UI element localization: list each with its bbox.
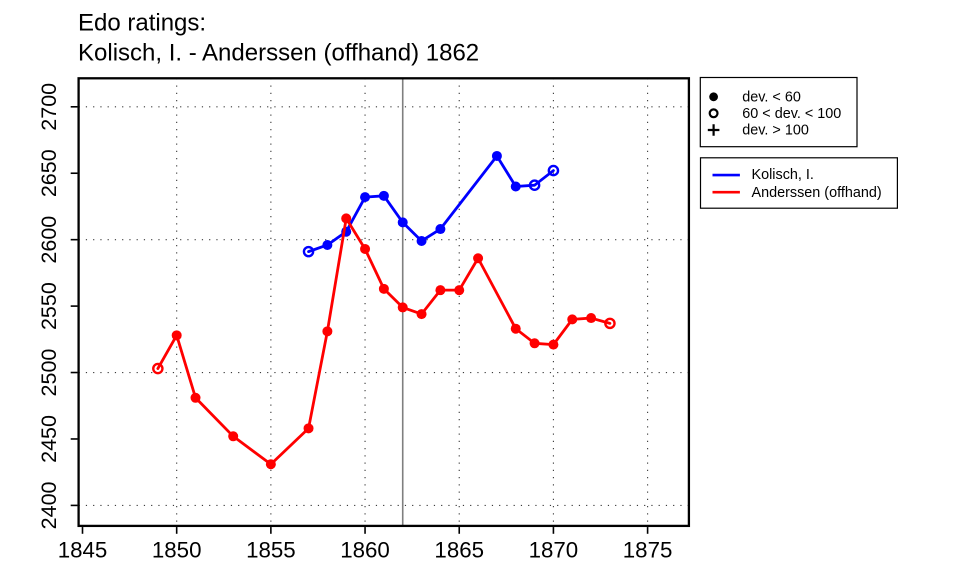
svg-text:2600: 2600 [37, 216, 61, 264]
svg-text:1865: 1865 [434, 538, 484, 563]
svg-text:dev. > 100: dev. > 100 [742, 123, 809, 139]
svg-text:1870: 1870 [529, 538, 579, 563]
svg-text:1850: 1850 [152, 538, 202, 563]
svg-text:2650: 2650 [37, 149, 61, 197]
svg-text:1855: 1855 [246, 538, 296, 563]
svg-text:Edo ratings:: Edo ratings: [78, 9, 206, 36]
svg-text:2450: 2450 [37, 415, 61, 463]
svg-text:dev. < 60: dev. < 60 [742, 89, 801, 105]
svg-text:1875: 1875 [623, 538, 673, 563]
svg-text:1845: 1845 [58, 538, 108, 563]
svg-text:Kolisch, I. - Anderssen (offha: Kolisch, I. - Anderssen (offhand) 1862 [78, 40, 479, 67]
svg-text:2700: 2700 [37, 83, 61, 131]
svg-text:1860: 1860 [340, 538, 390, 563]
svg-text:2500: 2500 [37, 349, 61, 397]
svg-text:2400: 2400 [37, 481, 61, 529]
svg-text:60 < dev. < 100: 60 < dev. < 100 [742, 106, 841, 122]
svg-text:2550: 2550 [37, 282, 61, 330]
svg-text:Anderssen (offhand): Anderssen (offhand) [752, 185, 882, 201]
svg-text:Kolisch, I.: Kolisch, I. [752, 167, 814, 183]
